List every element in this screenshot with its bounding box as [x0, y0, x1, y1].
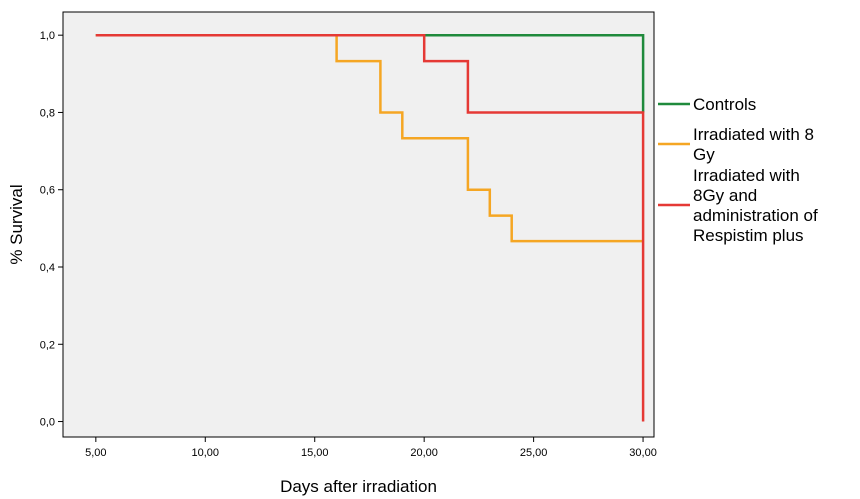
y-tick-label: 1,0: [40, 30, 55, 42]
y-tick-label: 0,2: [40, 339, 55, 351]
y-tick-label: 0,4: [40, 262, 55, 274]
x-tick-label: 10,00: [192, 447, 220, 459]
y-tick-label: 0,8: [40, 107, 55, 119]
x-tick-label: 5,00: [85, 447, 106, 459]
legend-label-2: Irradiated with 8 Gy: [693, 125, 814, 164]
y-axis-title: % Survival: [7, 184, 26, 264]
y-tick-label: 0,6: [40, 185, 55, 197]
plot-area: [63, 12, 654, 437]
x-tick-label: 20,00: [410, 447, 438, 459]
legend-label-3: Irradiated with 8Gy and administration of R…: [693, 166, 818, 245]
y-tick-label: 0,0: [40, 417, 55, 429]
x-tick-label: 15,00: [301, 447, 329, 459]
x-axis-title: Days after irradiation: [280, 477, 437, 496]
x-tick-label: 30,00: [629, 447, 657, 459]
x-tick-label: 25,00: [520, 447, 548, 459]
legend-label-1: Controls: [693, 95, 756, 114]
